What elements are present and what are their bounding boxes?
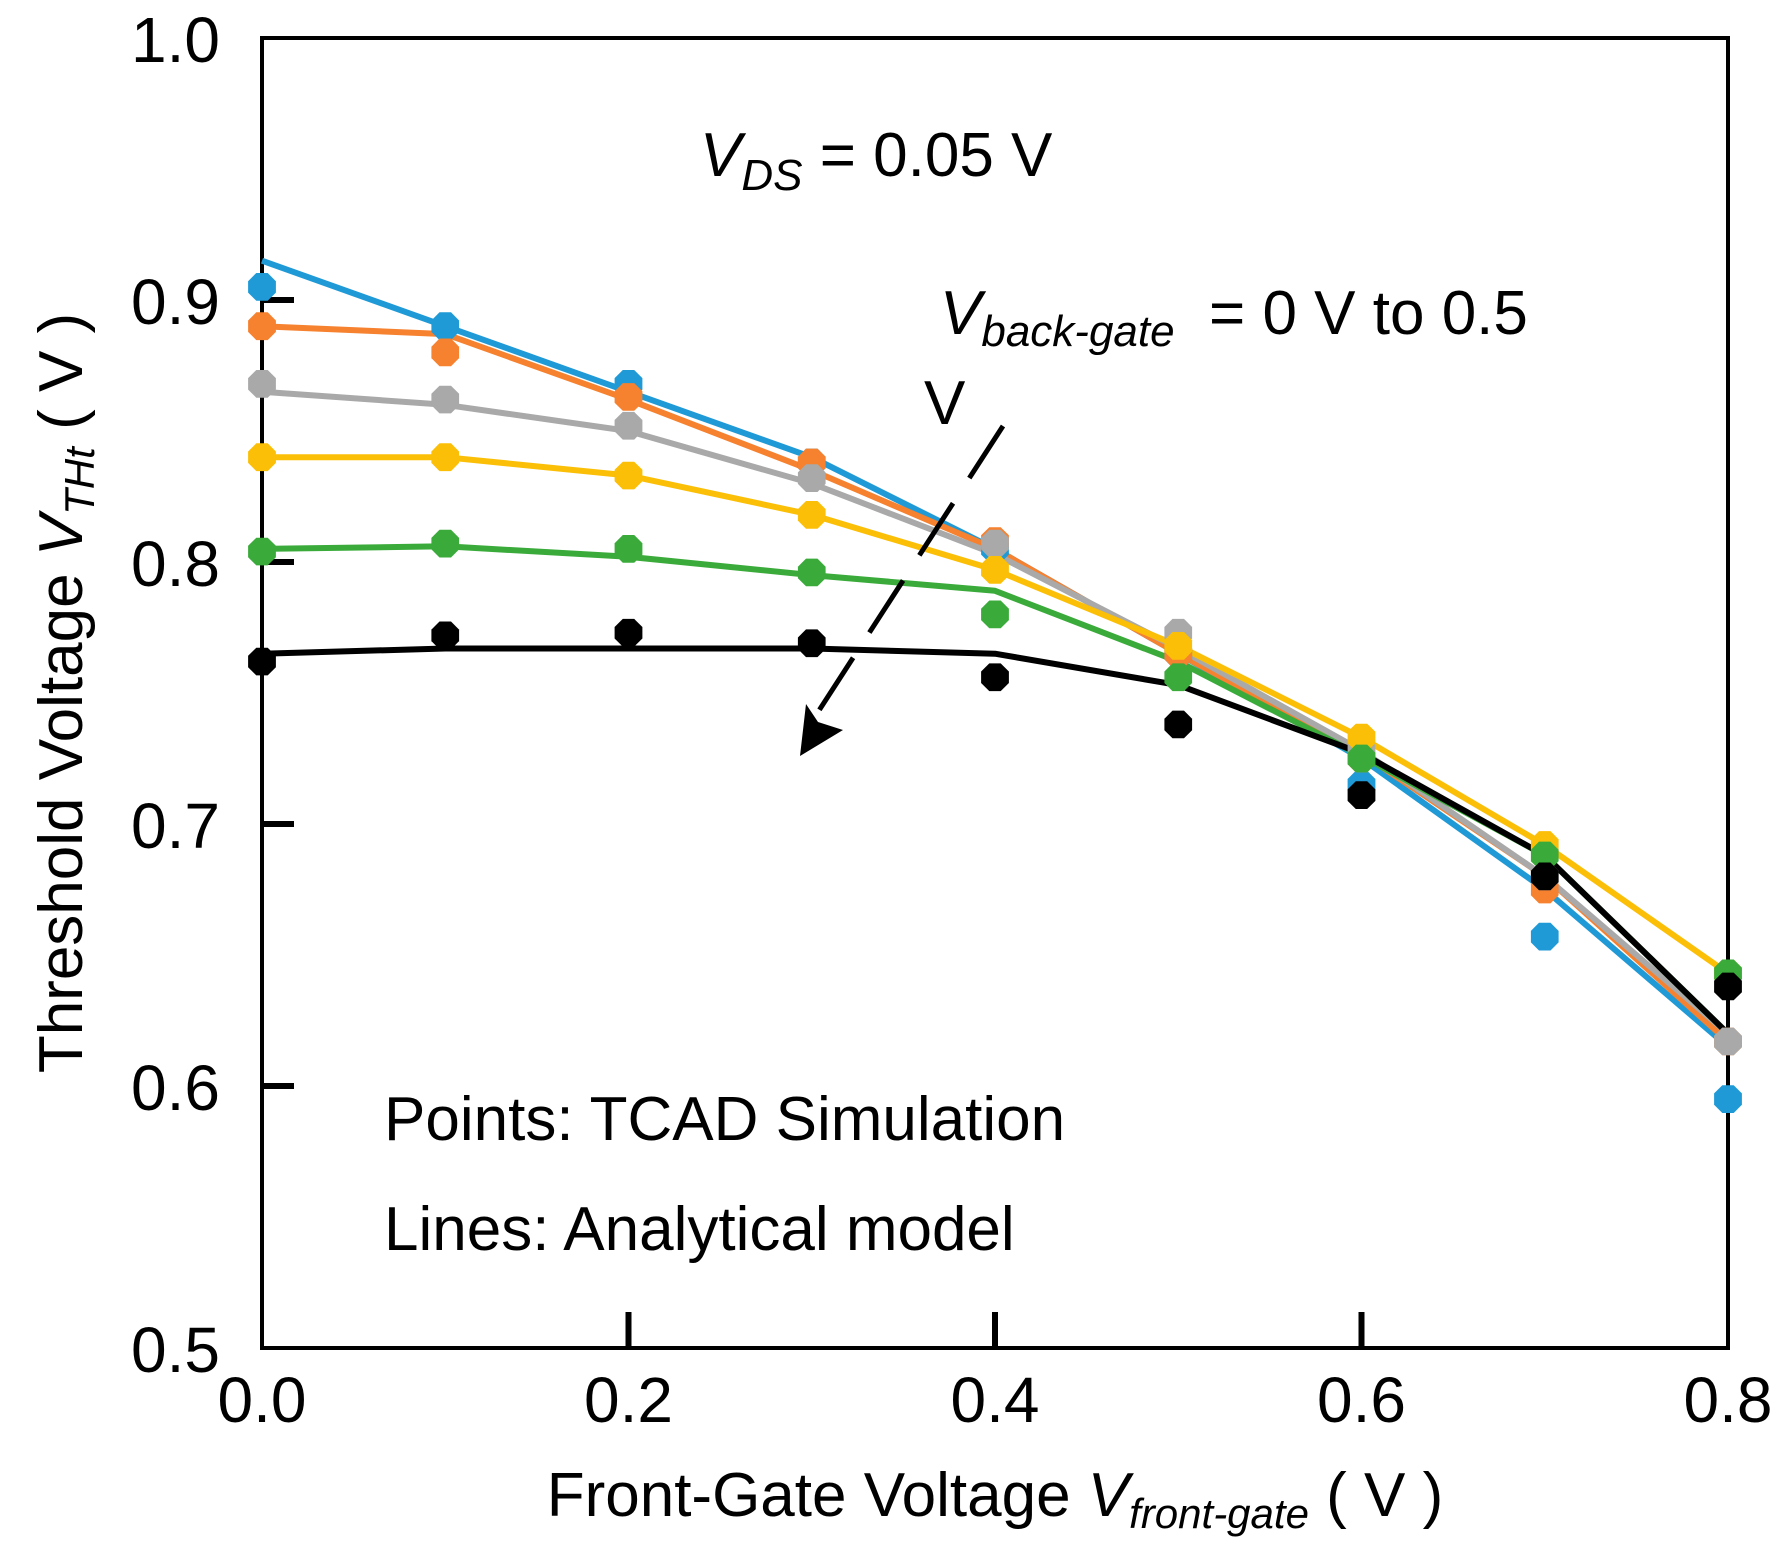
tcad-point-3 bbox=[1347, 723, 1376, 752]
tcad-point-4 bbox=[248, 537, 276, 566]
tcad-point-1 bbox=[248, 312, 276, 341]
x-axis-title-unit: ( V ) bbox=[1309, 1461, 1443, 1530]
y-tick-label: 1.0 bbox=[131, 4, 220, 76]
arrow-shaft bbox=[815, 424, 1006, 714]
tcad-point-5 bbox=[614, 618, 643, 647]
tcad-point-4 bbox=[1347, 744, 1376, 773]
tcad-point-4 bbox=[1164, 663, 1193, 692]
tcad-point-0 bbox=[431, 312, 460, 341]
y-tick-label: 0.8 bbox=[131, 528, 220, 600]
tcad-point-5 bbox=[1164, 710, 1193, 739]
tcad-point-5 bbox=[797, 629, 826, 658]
tcad-point-5 bbox=[248, 647, 276, 676]
y-tick-label: 0.6 bbox=[131, 1052, 220, 1124]
vbg-symbol: V bbox=[940, 279, 987, 348]
vds-annotation: VDS = 0.05 V bbox=[700, 121, 1053, 200]
vds-symbol: V bbox=[700, 121, 747, 190]
y-tick-label: 0.7 bbox=[131, 790, 220, 862]
tcad-point-0 bbox=[1530, 922, 1559, 951]
tcad-point-4 bbox=[431, 529, 460, 558]
y-axis-title-prefix: Threshold Voltage bbox=[27, 556, 96, 1073]
vds-subscript: DS bbox=[741, 151, 802, 200]
vds-value: = 0.05 V bbox=[802, 121, 1053, 190]
x-tick-label: 0.6 bbox=[1317, 1364, 1406, 1436]
tcad-point-1 bbox=[431, 338, 460, 367]
tcad-point-1 bbox=[614, 383, 643, 411]
tcad-point-3 bbox=[1164, 632, 1193, 660]
vbg-range: = 0 V to 0.5 bbox=[1175, 279, 1528, 348]
legend-lines-text: Lines: Analytical model bbox=[384, 1195, 1015, 1264]
tcad-point-3 bbox=[248, 443, 276, 472]
tcad-point-5 bbox=[1347, 781, 1376, 809]
tcad-point-2 bbox=[797, 464, 826, 492]
tcad-point-2 bbox=[614, 411, 643, 440]
model-line-5 bbox=[261, 645, 1731, 1036]
tcad-point-4 bbox=[614, 535, 643, 563]
tcad-point-3 bbox=[981, 556, 1009, 584]
vbg-subscript: back-gate bbox=[981, 307, 1174, 356]
tcad-point-2 bbox=[248, 370, 276, 398]
tcad-point-5 bbox=[431, 621, 460, 650]
tcad-point-3 bbox=[797, 501, 826, 529]
x-tick-label: 0.4 bbox=[951, 1364, 1040, 1436]
tcad-point-0 bbox=[1714, 1085, 1742, 1113]
axis-tick-labels: 0.0 0.2 0.4 0.6 0.8 0.5 0.6 0.7 0.8 0.9 1.0 bbox=[131, 4, 1772, 1436]
x-axis-title-symbol: V bbox=[1088, 1461, 1135, 1530]
y-axis-title-unit: ( V ) bbox=[27, 313, 96, 447]
vbg-unit: V bbox=[924, 369, 966, 438]
vbg-annotation: Vback-gate = 0 V to 0.5 bbox=[940, 279, 1528, 356]
x-tick-label: 0.2 bbox=[584, 1364, 673, 1436]
tcad-point-5 bbox=[1530, 862, 1559, 891]
tcad-point-2 bbox=[431, 385, 460, 414]
x-tick-label: 0.8 bbox=[1684, 1364, 1773, 1436]
y-axis-title-symbol: V bbox=[27, 509, 96, 556]
tcad-point-4 bbox=[797, 558, 826, 587]
model-lines bbox=[260, 257, 1731, 1049]
y-tick-label: 0.5 bbox=[131, 1314, 220, 1386]
tcad-point-0 bbox=[248, 273, 276, 301]
model-line-2 bbox=[261, 388, 1730, 1036]
tcad-point-2 bbox=[1714, 1027, 1742, 1056]
tcad-point-2 bbox=[981, 529, 1009, 558]
y-axis-title: Threshold Voltage VTHt ( V ) bbox=[27, 313, 103, 1073]
x-axis-title-prefix: Front-Gate Voltage bbox=[547, 1461, 1088, 1530]
legend-points-text: Points: TCAD Simulation bbox=[384, 1085, 1065, 1154]
y-tick-label: 0.9 bbox=[131, 266, 220, 338]
tcad-point-3 bbox=[431, 443, 460, 472]
back-gate-trend-arrow bbox=[800, 424, 1006, 756]
tcad-point-4 bbox=[1530, 841, 1559, 870]
tcad-point-5 bbox=[981, 663, 1009, 692]
x-axis-title-subscript: front-gate bbox=[1129, 1490, 1309, 1537]
tcad-points bbox=[248, 273, 1742, 1113]
tcad-point-4 bbox=[981, 600, 1009, 629]
y-axis-title-subscript: THt bbox=[56, 445, 103, 515]
x-axis-title: Front-Gate Voltage Vfront-gate ( V ) bbox=[547, 1461, 1444, 1537]
tcad-point-3 bbox=[614, 461, 643, 490]
arrow-head bbox=[800, 704, 843, 756]
tcad-point-5 bbox=[1714, 972, 1742, 1001]
x-tick-label: 0.0 bbox=[218, 1364, 307, 1436]
